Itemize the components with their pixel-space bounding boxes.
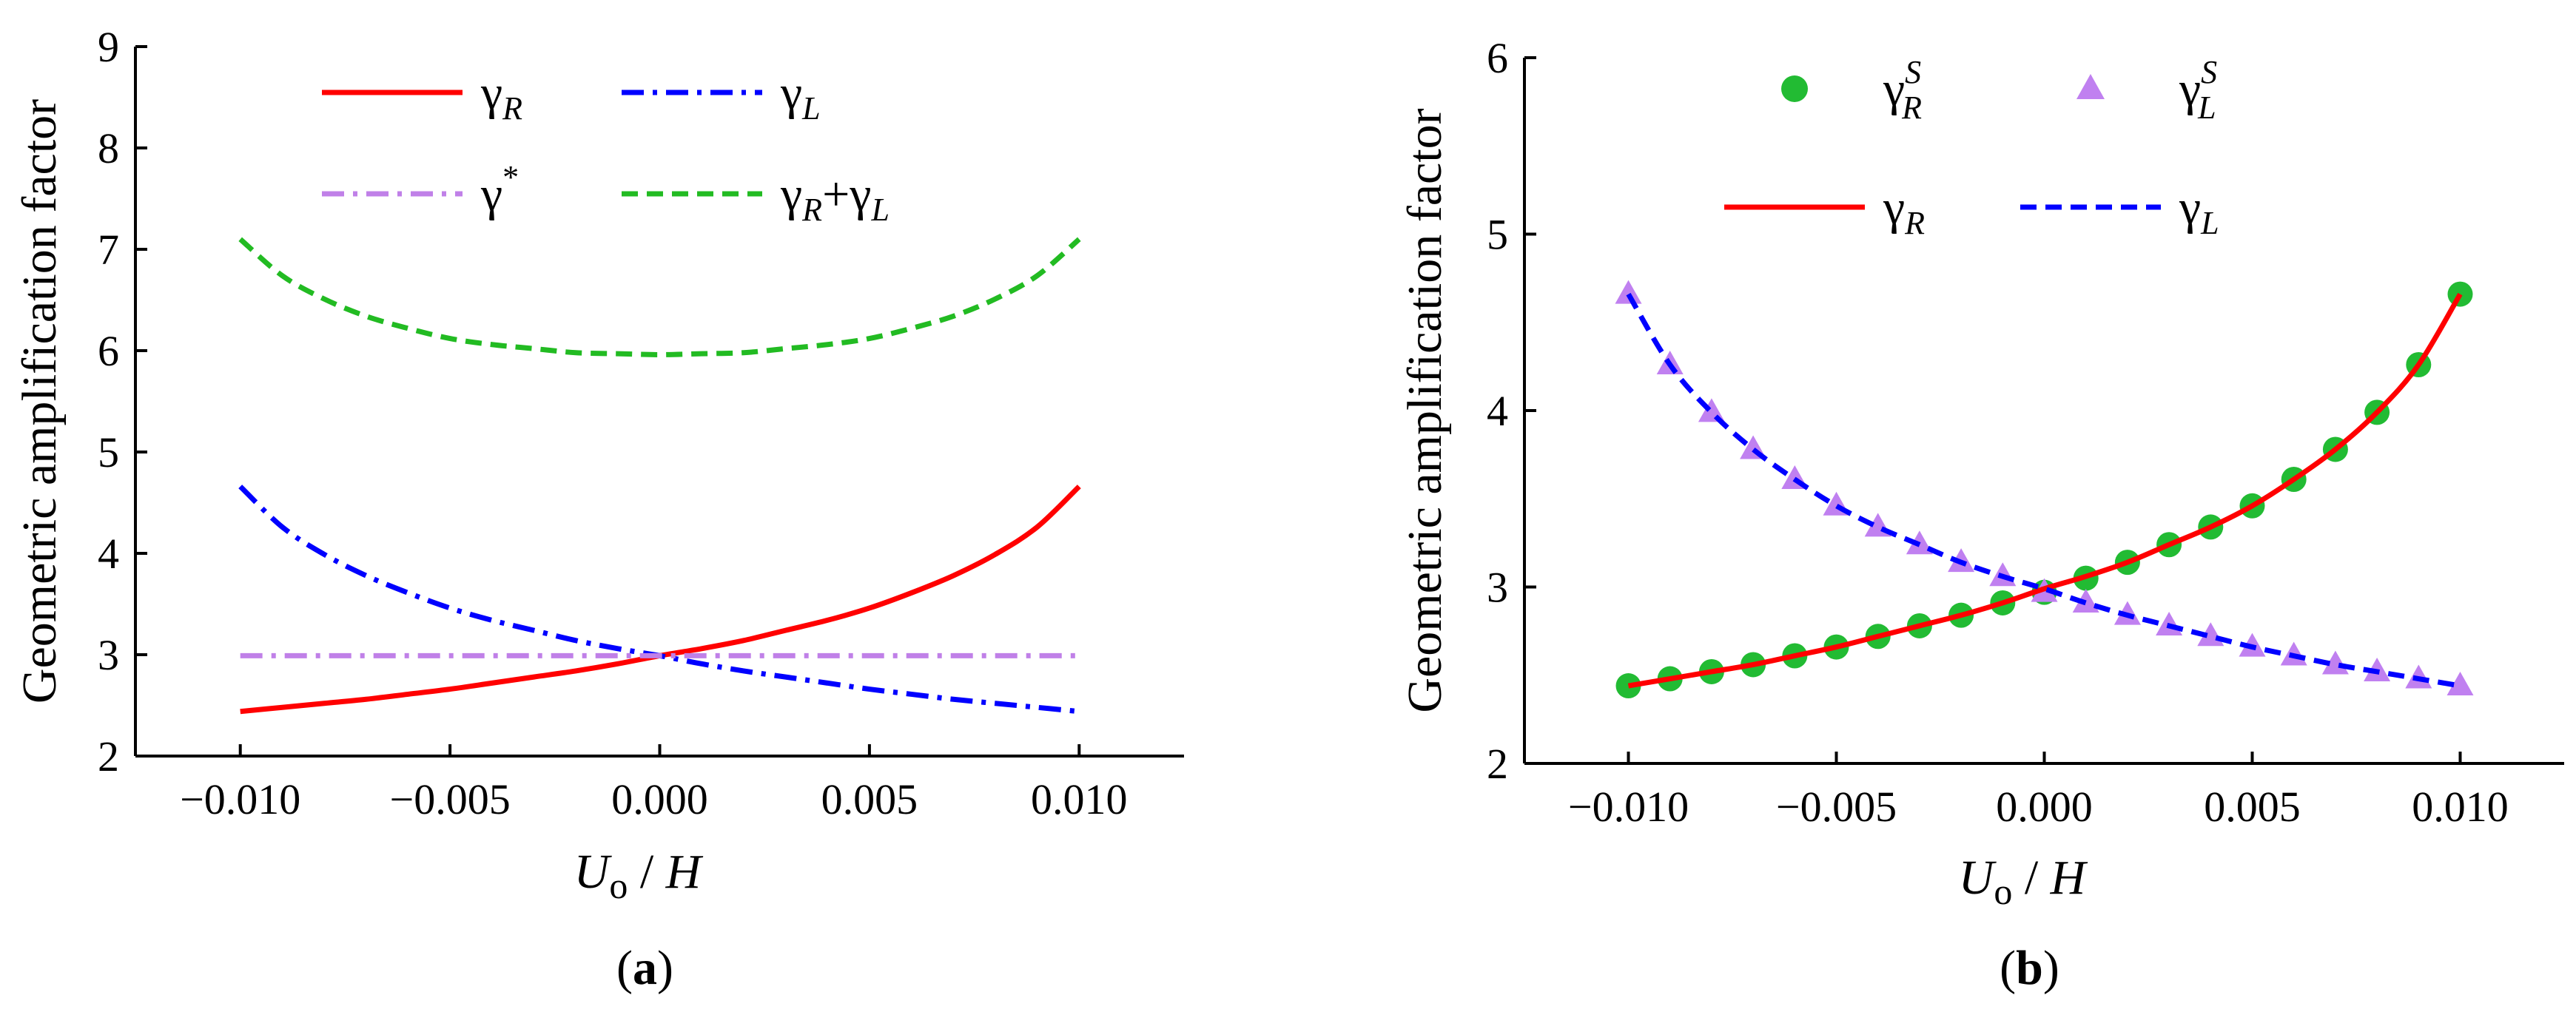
legend-item: γR+γL	[622, 167, 890, 228]
legend-label: γL	[780, 66, 821, 127]
series-line	[1626, 292, 2461, 689]
y-tick-label: 2	[98, 732, 119, 780]
series-line	[1627, 292, 2463, 689]
data-point-triangle	[1615, 280, 1642, 304]
legend-marker-triangle	[2076, 74, 2105, 99]
y-tick-label: 8	[98, 124, 119, 172]
series-line	[238, 485, 1080, 715]
y-tick-label: 9	[98, 23, 119, 71]
legend-marker-circle	[1781, 75, 1808, 102]
legend-label: γR	[480, 66, 522, 127]
series-line	[238, 237, 1081, 357]
x-tick-label: 0.010	[1031, 775, 1128, 823]
legend-label: γR+γL	[780, 167, 890, 228]
y-tick-label: 2	[1487, 740, 1508, 788]
series-R-solid	[1627, 292, 2463, 689]
y-tick-label: 4	[1487, 387, 1508, 435]
legend-item: γL	[2020, 181, 2219, 241]
x-tick-label: 0.010	[2412, 783, 2509, 831]
series-L-triangle	[1615, 280, 2474, 696]
legend-label: γS R	[1883, 54, 1922, 126]
y-tick-label: 6	[1487, 34, 1508, 82]
chart-a: 2 3 4 5 6 7 8 9 −0.010 −0.005 0.000 0.005 0.010 Geome…	[13, 23, 1184, 995]
x-axis-title: Uo / H	[574, 845, 704, 906]
series-R-circle	[1615, 281, 2473, 699]
x-tick-label: −0.005	[1776, 783, 1897, 831]
y-tick-label: 5	[1487, 211, 1508, 259]
series-L-dashdot	[238, 485, 1080, 715]
series-L-dashed	[1626, 292, 2461, 689]
data-point-triangle	[2446, 672, 2474, 696]
legend-item: γR	[1724, 181, 1925, 241]
legend-label: γR	[1883, 181, 1925, 241]
x-tick-label: 0.005	[2204, 783, 2301, 831]
panel-label: (b)	[2000, 941, 2059, 995]
x-tick-label: 0.005	[821, 775, 918, 823]
y-tick-label: 7	[98, 226, 119, 274]
chart-b: 2 3 4 5 6 −0.010 −0.005 0.000 0.005 0.010 Geometri…	[1398, 34, 2564, 995]
y-tick-label: 3	[98, 631, 119, 679]
legend-item: γR	[322, 66, 522, 127]
x-tick-label: −0.005	[389, 775, 510, 823]
panel-label: (a)	[616, 941, 673, 995]
y-tick-label: 4	[98, 530, 119, 578]
series-line	[240, 485, 1081, 715]
series-R-dashed	[238, 237, 1081, 357]
x-tick-label: 0.000	[611, 775, 708, 823]
series-R-solid	[240, 485, 1081, 715]
legend-label: γL	[2179, 181, 2219, 241]
legend-item: γS R	[1781, 54, 1922, 126]
x-tick-label: 0.000	[1996, 783, 2093, 831]
y-tick-label: 6	[98, 327, 119, 375]
legend-item: γL	[622, 66, 821, 127]
legend-item: γS L	[2076, 54, 2217, 126]
x-tick-label: −0.010	[180, 775, 300, 823]
y-tick-label: 3	[1487, 564, 1508, 612]
x-axis-title: Uo / H	[1959, 851, 2088, 912]
y-axis-title: Geometric amplification factor	[13, 99, 67, 704]
y-axis-title: Geometric amplification factor	[1398, 108, 1452, 712]
legend-item: γ*	[322, 159, 519, 221]
legend-label: γS L	[2179, 54, 2217, 126]
legend-label: γ*	[480, 159, 519, 221]
y-tick-label: 5	[98, 428, 119, 476]
x-tick-label: −0.010	[1568, 783, 1689, 831]
